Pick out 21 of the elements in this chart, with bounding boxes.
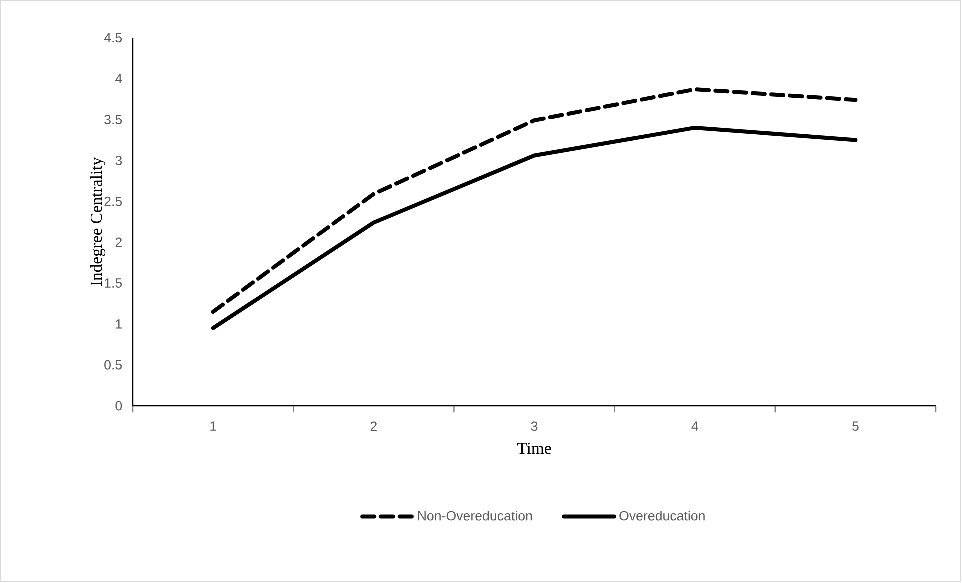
y-tick-label: 1: [116, 320, 122, 329]
y-tick-label: 2.5: [104, 196, 122, 206]
x-tick-label: 1: [210, 422, 216, 431]
legend-label: Overeducation: [620, 510, 705, 521]
line-series: [211, 126, 858, 330]
y-tick-label: 3.5: [104, 115, 122, 124]
x-tick-label: 5: [852, 422, 859, 432]
y-tick-label: 0.5: [104, 360, 122, 370]
y-tick-label: 2: [116, 238, 122, 248]
y-tick-label: 1.5: [105, 278, 122, 288]
x-tick-label: 3: [531, 422, 538, 432]
line-series: [211, 88, 858, 314]
x-axis-title: Time: [518, 442, 552, 454]
x-tick-label: 2: [370, 422, 377, 432]
y-tick-label: 4: [116, 74, 122, 84]
legend-label: Non-Overeducation: [418, 510, 532, 521]
y-tick-label: 4.5: [104, 33, 122, 43]
y-tick-label: 3: [116, 156, 122, 166]
y-axis-title: Indegree Centrality: [90, 158, 106, 286]
y-tick-label: 0: [116, 401, 122, 411]
x-tick-label: 4: [692, 422, 698, 431]
